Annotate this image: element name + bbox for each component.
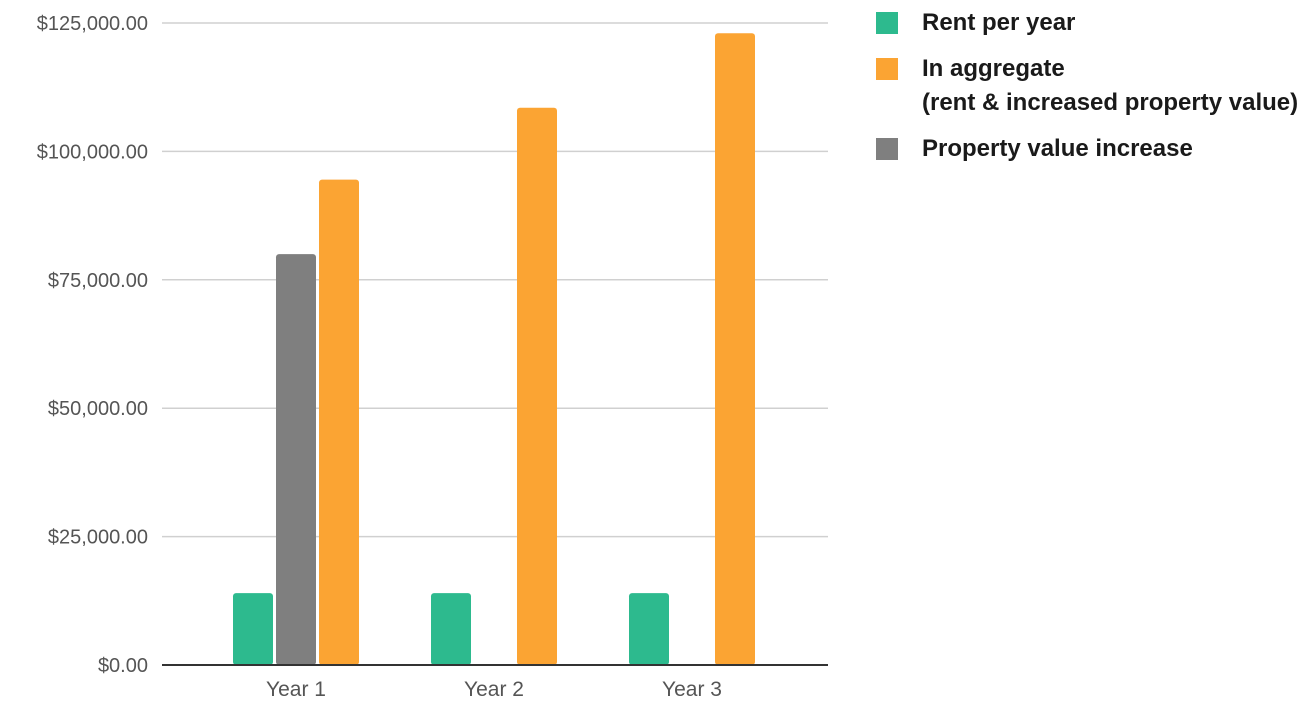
x-tick-label: Year 1	[266, 678, 326, 700]
x-axis-labels: Year 1 Year 2 Year 3	[266, 678, 722, 701]
y-tick-label: $100,000.00	[37, 141, 148, 163]
bar	[629, 593, 669, 665]
y-tick-label: $125,000.00	[37, 13, 148, 35]
bar	[517, 107, 557, 665]
y-tick-label: $50,000.00	[48, 398, 148, 420]
legend-item: Property value increase	[872, 132, 1302, 166]
y-tick-label: $75,000.00	[48, 270, 148, 292]
legend-swatch	[876, 138, 898, 160]
chart-plot: $0.00 $25,000.00 $50,000.00 $75,000.00 $100,…	[37, 13, 828, 701]
y-tick-label: $25,000.00	[48, 527, 148, 549]
y-tick-label: $0.00	[98, 655, 148, 677]
legend-swatch	[876, 12, 898, 34]
legend-item: Rent per year	[872, 6, 1302, 40]
bar	[276, 254, 316, 665]
x-tick-label: Year 2	[464, 678, 524, 700]
y-axis-ticks: $0.00 $25,000.00 $50,000.00 $75,000.00 $100,…	[37, 13, 148, 677]
bar	[319, 179, 359, 665]
legend-label: Property value increase	[922, 135, 1193, 162]
legend-swatch	[876, 58, 898, 80]
bar	[715, 33, 755, 666]
bar	[431, 593, 471, 665]
legend-label: In aggregate (rent & increased property v…	[922, 55, 1299, 116]
legend-label: Rent per year	[922, 9, 1076, 36]
bars	[233, 33, 755, 666]
legend-item: In aggregate (rent & increased property v…	[872, 52, 1302, 120]
x-tick-label: Year 3	[662, 678, 722, 700]
bar	[233, 593, 273, 665]
legend: Rent per year In aggregate (rent & increas…	[872, 6, 1302, 178]
